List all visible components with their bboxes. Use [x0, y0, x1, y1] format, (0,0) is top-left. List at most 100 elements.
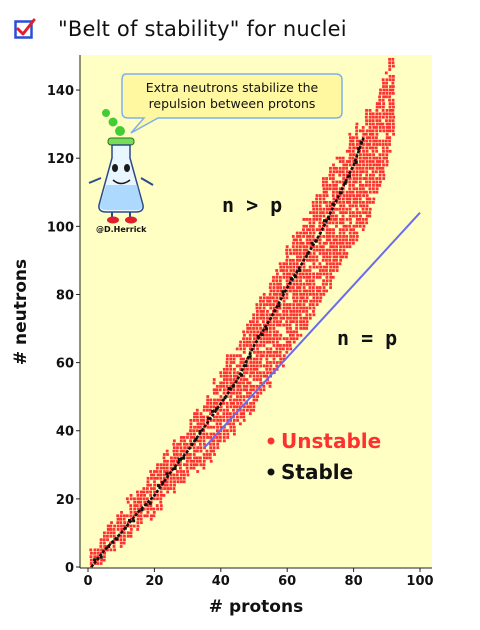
- unstable-nucleus-point: [322, 214, 326, 218]
- unstable-nucleus-point: [335, 252, 339, 255]
- unstable-nucleus-point: [265, 374, 269, 378]
- unstable-nucleus-point: [355, 126, 358, 129]
- unstable-nucleus-point: [279, 320, 282, 324]
- unstable-nucleus-point: [305, 296, 309, 300]
- unstable-nucleus-point: [255, 310, 259, 313]
- unstable-nucleus-point: [225, 405, 229, 409]
- unstable-nucleus-point: [126, 531, 130, 535]
- unstable-nucleus-point: [381, 146, 385, 150]
- unstable-nucleus-point: [272, 361, 276, 364]
- unstable-nucleus-point: [308, 282, 312, 286]
- unstable-nucleus-point: [391, 74, 395, 78]
- unstable-nucleus-point: [275, 347, 279, 351]
- unstable-nucleus-point: [361, 129, 365, 133]
- unstable-nucleus-point: [335, 238, 338, 242]
- unstable-nucleus-point: [355, 132, 358, 136]
- unstable-nucleus-point: [348, 177, 352, 180]
- unstable-nucleus-point: [233, 374, 236, 378]
- unstable-nucleus-point: [365, 218, 368, 221]
- unstable-nucleus-point: [186, 432, 190, 436]
- unstable-nucleus-point: [335, 248, 338, 252]
- unstable-nucleus-point: [245, 344, 249, 347]
- unstable-nucleus-point: [136, 507, 140, 511]
- unstable-nucleus-point: [348, 180, 352, 184]
- unstable-nucleus-point: [275, 313, 279, 317]
- unstable-nucleus-point: [298, 286, 302, 289]
- unstable-nucleus-point: [392, 115, 396, 119]
- y-tick-label: 60: [56, 357, 74, 372]
- unstable-nucleus-point: [252, 333, 256, 337]
- unstable-nucleus-point: [252, 378, 256, 381]
- unstable-nucleus-point: [321, 221, 325, 225]
- unstable-nucleus-point: [179, 473, 183, 477]
- unstable-nucleus-point: [193, 425, 196, 429]
- unstable-nucleus-point: [109, 524, 113, 528]
- unstable-nucleus-point: [372, 126, 376, 129]
- unstable-nucleus-point: [308, 286, 312, 289]
- unstable-nucleus-point: [352, 194, 355, 197]
- unstable-nucleus-point: [371, 146, 375, 150]
- unstable-nucleus-point: [332, 177, 335, 180]
- unstable-nucleus-point: [179, 476, 183, 480]
- unstable-nucleus-point: [382, 129, 386, 133]
- unstable-nucleus-point: [329, 170, 332, 174]
- unstable-nucleus-point: [249, 330, 253, 334]
- unstable-nucleus-point: [341, 214, 345, 218]
- unstable-nucleus-point: [222, 419, 226, 422]
- unstable-nucleus-point: [199, 425, 202, 429]
- unstable-nucleus-point: [142, 490, 146, 494]
- unstable-nucleus-point: [252, 388, 255, 392]
- unstable-nucleus-point: [202, 453, 206, 456]
- unstable-nucleus-point: [272, 354, 276, 358]
- unstable-nucleus-point: [288, 248, 292, 252]
- legend: Unstable Stable: [267, 429, 381, 484]
- unstable-nucleus-point: [371, 177, 375, 180]
- unstable-nucleus-point: [116, 528, 120, 531]
- unstable-nucleus-point: [362, 187, 365, 191]
- unstable-nucleus-point: [212, 419, 216, 422]
- unstable-nucleus-point: [156, 493, 160, 497]
- unstable-nucleus-point: [239, 401, 243, 405]
- unstable-nucleus-point: [259, 388, 262, 392]
- stable-nucleus-point: [198, 430, 202, 434]
- unstable-nucleus-point: [298, 310, 302, 313]
- unstable-nucleus-point: [325, 275, 329, 279]
- unstable-nucleus-point: [132, 524, 136, 528]
- unstable-nucleus-point: [215, 422, 219, 426]
- unstable-nucleus-point: [292, 330, 296, 334]
- unstable-nucleus-point: [325, 231, 329, 235]
- unstable-nucleus-point: [319, 272, 322, 276]
- unstable-nucleus-point: [335, 258, 338, 262]
- unstable-nucleus-point: [355, 170, 359, 174]
- unstable-nucleus-point: [365, 170, 369, 174]
- unstable-nucleus-point: [385, 78, 389, 82]
- unstable-nucleus-point: [235, 374, 239, 378]
- unstable-nucleus-point: [372, 197, 376, 201]
- unstable-nucleus-point: [342, 163, 346, 167]
- unstable-nucleus-point: [222, 384, 225, 388]
- unstable-nucleus-point: [295, 306, 299, 310]
- unstable-nucleus-point: [345, 255, 348, 259]
- unstable-nucleus-point: [321, 180, 325, 184]
- unstable-nucleus-point: [308, 221, 312, 225]
- unstable-nucleus-point: [159, 500, 163, 504]
- unstable-nucleus-point: [256, 395, 259, 398]
- unstable-nucleus-point: [296, 265, 299, 269]
- unstable-nucleus-point: [159, 476, 163, 480]
- stable-nucleus-point: [140, 508, 144, 512]
- unstable-nucleus-point: [335, 183, 338, 187]
- unstable-nucleus-point: [242, 340, 246, 344]
- unstable-nucleus-point: [315, 197, 318, 201]
- unstable-nucleus-point: [173, 456, 177, 460]
- unstable-nucleus-point: [328, 238, 332, 242]
- unstable-nucleus-point: [362, 177, 366, 180]
- unstable-nucleus-point: [272, 313, 276, 317]
- unstable-nucleus-point: [269, 313, 272, 317]
- unstable-nucleus-point: [375, 170, 378, 174]
- unstable-nucleus-point: [266, 323, 269, 327]
- unstable-nucleus-point: [348, 146, 352, 150]
- unstable-nucleus-point: [259, 340, 263, 344]
- unstable-nucleus-point: [322, 194, 326, 197]
- unstable-nucleus-point: [269, 371, 273, 375]
- unstable-nucleus-point: [156, 463, 159, 467]
